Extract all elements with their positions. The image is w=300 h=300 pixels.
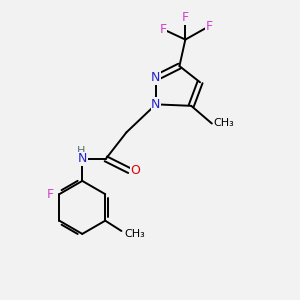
Text: N: N: [151, 71, 160, 84]
Text: CH₃: CH₃: [124, 229, 145, 239]
Text: F: F: [205, 20, 212, 33]
Text: F: F: [182, 11, 189, 24]
Text: F: F: [47, 188, 54, 201]
Text: N: N: [151, 98, 160, 111]
Text: CH₃: CH₃: [213, 118, 234, 128]
Text: O: O: [130, 164, 140, 177]
Text: H: H: [76, 146, 85, 157]
Text: N: N: [78, 152, 87, 165]
Text: F: F: [160, 23, 167, 36]
